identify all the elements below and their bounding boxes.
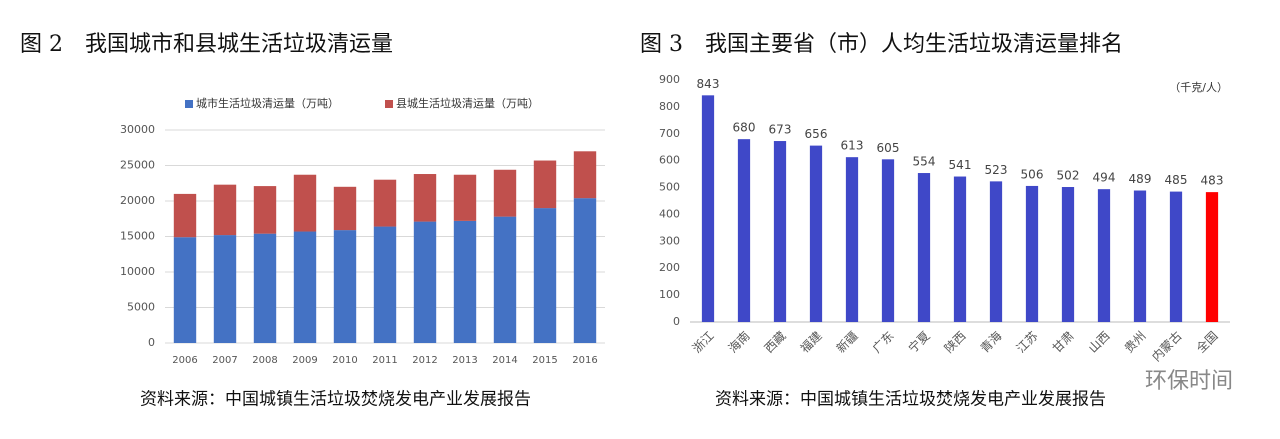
bar-segment <box>213 235 237 343</box>
y-tick-label: 100 <box>659 288 680 301</box>
bar <box>701 95 715 323</box>
x-tick-label: 2010 <box>332 355 357 366</box>
x-tick-label: 2012 <box>412 355 437 366</box>
value-label: 605 <box>877 141 900 155</box>
y-tick-label: 20000 <box>120 194 155 207</box>
x-tick-label: 2007 <box>212 355 237 366</box>
y-tick-label: 800 <box>659 100 680 113</box>
bar-segment <box>173 193 197 238</box>
y-tick-label: 0 <box>148 336 155 349</box>
value-label: 541 <box>949 158 972 172</box>
bar-segment <box>573 151 597 199</box>
legend-label: 城市生活垃圾清运量（万吨） <box>196 96 339 110</box>
value-label: 506 <box>1021 167 1044 181</box>
unit-label: （千克/人） <box>1169 81 1228 94</box>
y-tick-label: 5000 <box>127 301 155 314</box>
value-label: 494 <box>1093 171 1116 185</box>
x-tick-label: 2013 <box>452 355 477 366</box>
value-label: 613 <box>841 139 864 153</box>
x-tick-label: 2009 <box>292 355 317 366</box>
bar-segment <box>533 160 557 209</box>
chart-title: 图 3 我国主要省（市）人均生活垃圾清运量排名 <box>640 32 1123 57</box>
bar-segment <box>253 186 277 234</box>
source: 资料来源：中国城镇生活垃圾焚烧发电产业发展报告 <box>715 390 1106 410</box>
y-tick-label: 500 <box>659 181 680 194</box>
y-tick-label: 30000 <box>120 123 155 136</box>
y-tick-label: 600 <box>659 154 680 167</box>
legend-swatch <box>385 100 393 108</box>
value-label: 673 <box>769 123 792 137</box>
x-tick-label: 2011 <box>372 355 397 366</box>
bar-segment <box>293 231 317 343</box>
bar <box>845 157 859 322</box>
value-label: 656 <box>805 127 828 141</box>
x-tick-label: 2014 <box>492 355 517 366</box>
x-tick-label: 2016 <box>572 355 597 366</box>
legend-label: 县城生活垃圾清运量（万吨） <box>396 96 539 110</box>
value-label: 502 <box>1057 169 1080 183</box>
value-label: 485 <box>1165 173 1188 187</box>
bar <box>1025 185 1039 322</box>
x-tick-label: 2015 <box>532 355 557 366</box>
bar <box>881 159 895 322</box>
bar <box>953 176 967 322</box>
y-tick-label: 0 <box>673 315 680 328</box>
y-tick-label: 15000 <box>120 230 155 243</box>
bar-segment <box>373 179 397 227</box>
bar-segment <box>493 169 517 217</box>
y-tick-label: 400 <box>659 207 680 220</box>
bar-segment <box>533 208 557 343</box>
y-tick-label: 300 <box>659 234 680 247</box>
x-tick-label: 2008 <box>252 355 277 366</box>
y-tick-label: 10000 <box>120 265 155 278</box>
bar <box>809 145 823 322</box>
bar-segment <box>453 220 477 343</box>
value-label: 843 <box>697 77 720 91</box>
watermark: 环保时间 <box>1145 369 1233 394</box>
value-label: 680 <box>733 121 756 135</box>
y-tick-label: 900 <box>659 73 680 86</box>
legend-swatch <box>185 100 193 108</box>
bar <box>989 181 1003 322</box>
bar <box>737 139 751 322</box>
source: 资料来源：中国城镇生活垃圾焚烧发电产业发展报告 <box>140 390 531 410</box>
bar-segment <box>173 237 197 343</box>
bar <box>1169 191 1183 322</box>
value-label: 489 <box>1129 172 1152 186</box>
y-tick-label: 25000 <box>120 159 155 172</box>
bar-segment <box>253 233 277 343</box>
bar-segment <box>413 221 437 343</box>
y-tick-label: 200 <box>659 261 680 274</box>
bar-segment <box>373 226 397 343</box>
bar <box>917 173 931 322</box>
bar <box>773 141 787 322</box>
chart-title: 图 2 我国城市和县城生活垃圾清运量 <box>20 32 393 57</box>
bar-segment <box>293 174 317 232</box>
bar-segment <box>213 184 237 236</box>
bar <box>1097 189 1111 322</box>
bar-segment <box>453 174 477 221</box>
bar-segment <box>333 230 357 343</box>
bar-segment <box>413 174 437 222</box>
bar-segment <box>573 198 597 343</box>
bar-segment <box>333 186 357 231</box>
bar <box>1205 192 1219 322</box>
bar <box>1061 187 1075 322</box>
y-tick-label: 700 <box>659 127 680 140</box>
value-label: 483 <box>1201 174 1224 188</box>
bar-segment <box>493 216 517 343</box>
x-tick-label: 2006 <box>172 355 197 366</box>
bar <box>1133 190 1147 322</box>
value-label: 523 <box>985 163 1008 177</box>
value-label: 554 <box>913 155 936 169</box>
